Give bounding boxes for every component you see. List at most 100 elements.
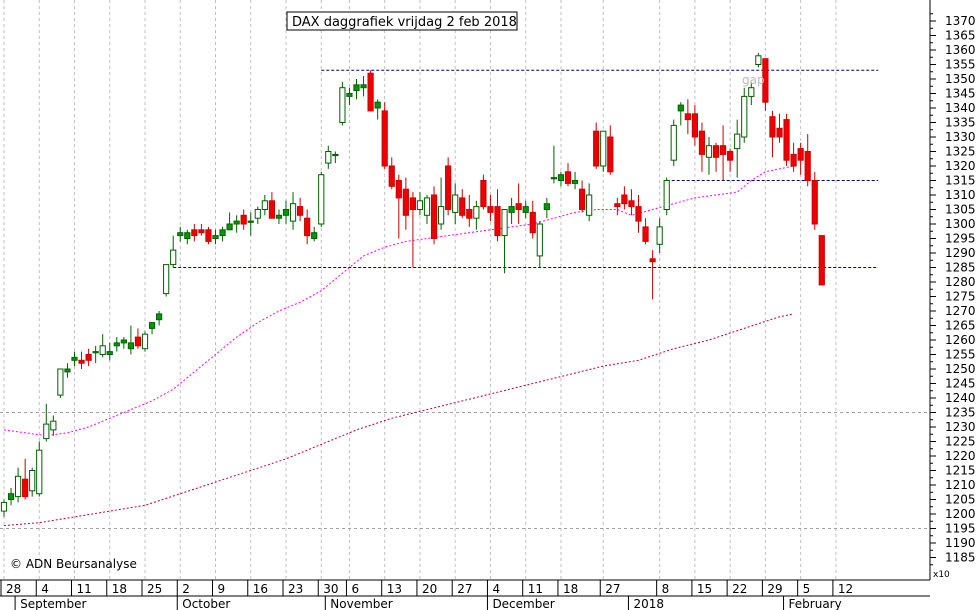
candle xyxy=(191,224,198,242)
candle xyxy=(550,145,557,184)
candle xyxy=(705,137,713,175)
candle xyxy=(346,87,353,106)
candle-body xyxy=(586,194,593,216)
candle-body xyxy=(43,423,50,440)
candle xyxy=(57,368,64,398)
candle xyxy=(163,264,170,297)
candle-body xyxy=(233,220,240,225)
candle xyxy=(92,345,99,364)
ma-short-line xyxy=(3,165,794,437)
candle-body xyxy=(388,165,395,187)
x-tick-label: 4 xyxy=(492,582,500,596)
candle xyxy=(170,235,177,268)
candle xyxy=(557,171,565,187)
candle-body xyxy=(156,313,163,321)
candle-body xyxy=(804,151,811,181)
candle-body xyxy=(163,264,170,295)
candle-body xyxy=(318,174,325,225)
candle xyxy=(466,195,473,227)
candle xyxy=(353,79,360,100)
candle xyxy=(656,218,663,253)
y-tick-label: 1355 xyxy=(945,58,976,72)
candle xyxy=(50,415,57,436)
candle-body xyxy=(698,130,706,155)
candle xyxy=(402,177,409,230)
candle-body xyxy=(325,151,332,164)
candle-body xyxy=(663,180,670,210)
moving-averages xyxy=(3,165,794,527)
candle xyxy=(579,180,586,213)
candle-body xyxy=(304,217,311,237)
ma-long-line xyxy=(3,313,794,527)
candle xyxy=(494,189,501,242)
candle xyxy=(198,224,205,236)
y-tick-label: 1290 xyxy=(945,246,976,260)
x-tick-label: 4 xyxy=(41,582,49,596)
candle xyxy=(564,163,572,187)
candle xyxy=(649,250,656,300)
x-tick-label: 28 xyxy=(6,582,21,596)
candle-body xyxy=(642,226,649,242)
candle-body xyxy=(790,153,797,167)
month-label: December xyxy=(492,597,554,610)
candle-body xyxy=(297,206,304,216)
candle xyxy=(233,215,240,233)
x-tick-label: 6 xyxy=(351,582,359,596)
candle xyxy=(797,142,804,175)
candle-body xyxy=(78,359,85,364)
candle-body xyxy=(120,339,127,344)
y-tick-label: 1280 xyxy=(945,275,976,289)
candle-body xyxy=(261,200,268,211)
y-tick-label: 1335 xyxy=(945,116,976,130)
candle xyxy=(374,99,381,120)
candle xyxy=(670,119,677,166)
candle xyxy=(438,177,445,230)
candle xyxy=(318,171,325,227)
candle-body xyxy=(557,174,565,181)
candle-body xyxy=(691,113,698,138)
candle-body xyxy=(29,470,36,492)
candle xyxy=(78,351,85,369)
candle-body xyxy=(593,130,600,167)
candle xyxy=(85,348,92,367)
candle xyxy=(388,157,395,190)
candle-body xyxy=(353,84,360,92)
candle-body xyxy=(614,203,621,208)
chart-title: DAX daggrafiek vrijdag 2 feb 2018 xyxy=(292,15,517,30)
candle-body xyxy=(515,203,522,210)
candle xyxy=(720,125,727,181)
candle-body xyxy=(36,449,43,495)
candle-body xyxy=(381,110,388,167)
candle-body xyxy=(656,226,663,245)
x-tick-label: 15 xyxy=(697,582,712,596)
candle xyxy=(360,76,367,97)
candle xyxy=(381,102,388,169)
candle-body xyxy=(727,151,734,161)
x-tick-label: 18 xyxy=(112,582,127,596)
candle-body xyxy=(508,206,515,213)
candle xyxy=(600,130,607,172)
x-tick-label: 20 xyxy=(422,582,437,596)
candle xyxy=(395,174,402,239)
month-label: October xyxy=(182,597,230,610)
candle xyxy=(529,200,536,239)
candle xyxy=(156,311,163,326)
candle xyxy=(818,235,825,286)
y-tick-label: 1320 xyxy=(945,159,976,173)
candle xyxy=(593,122,600,169)
candle xyxy=(205,226,212,245)
candle xyxy=(219,226,226,242)
candle xyxy=(134,328,142,349)
candle xyxy=(755,52,762,68)
candle xyxy=(691,105,698,146)
candle-body xyxy=(254,209,261,219)
candle-body xyxy=(459,197,466,216)
x-tick-label: 9 xyxy=(218,582,226,596)
candle xyxy=(15,467,22,503)
candle xyxy=(790,142,797,172)
candle-body xyxy=(783,119,790,161)
candle-body xyxy=(282,209,290,216)
candle-body xyxy=(430,194,438,239)
candle-body xyxy=(212,235,219,240)
